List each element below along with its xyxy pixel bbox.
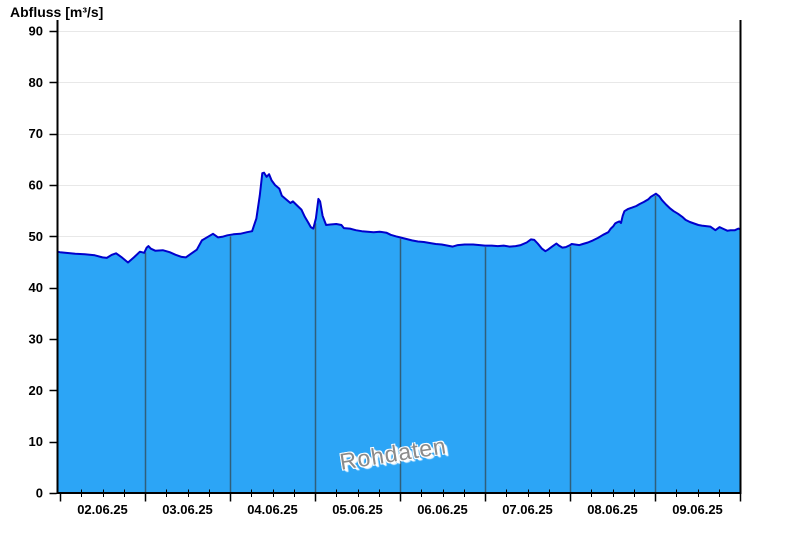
x-tick-label: 06.06.25	[417, 502, 468, 517]
y-tick-label: 30	[29, 332, 43, 347]
y-tick-label: 10	[29, 434, 43, 449]
x-tick-label: 08.06.25	[587, 502, 638, 517]
y-tick-label: 40	[29, 280, 43, 295]
y-tick-label: 70	[29, 126, 43, 141]
y-tick-label: 60	[29, 178, 43, 193]
y-tick-label: 0	[36, 486, 43, 501]
y-tick-label: 90	[29, 24, 43, 39]
x-tick-label: 05.06.25	[332, 502, 383, 517]
x-tick-label: 09.06.25	[672, 502, 723, 517]
y-tick-label: 80	[29, 75, 43, 90]
discharge-area	[57, 172, 740, 493]
chart-title: Abfluss [m³/s]	[10, 4, 104, 20]
y-tick-label: 50	[29, 229, 43, 244]
discharge-curve	[56, 171, 741, 264]
x-tick-label: 04.06.25	[247, 502, 298, 517]
x-tick-label: 07.06.25	[502, 502, 553, 517]
x-tick-label: 03.06.25	[162, 502, 213, 517]
x-tick-label: 02.06.25	[77, 502, 128, 517]
y-tick-label: 20	[29, 383, 43, 398]
